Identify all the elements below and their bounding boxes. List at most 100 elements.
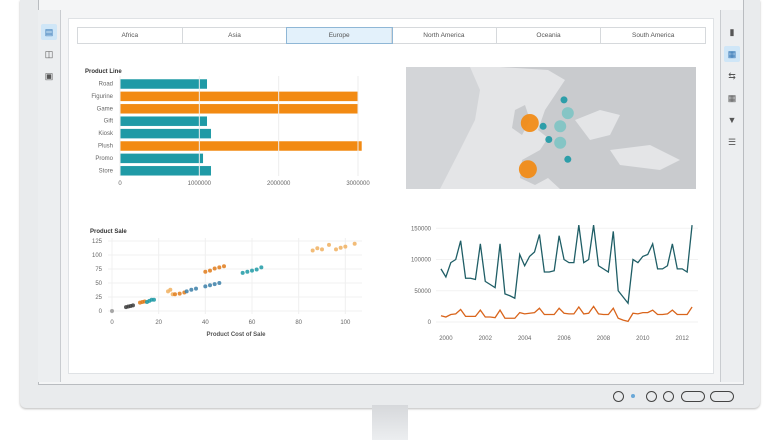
grid-icon[interactable]: ▦ [727,92,737,103]
scatter-y-tick-label: 100 [92,253,103,259]
filter-icon[interactable]: ▼ [727,115,737,125]
tab-south-america[interactable]: South America [632,32,675,39]
line-x-tick-label: 2012 [676,336,690,342]
share-icon[interactable]: ◫ [44,48,54,59]
scatter-y-tick-label: 75 [95,267,102,273]
scatter-point [203,284,208,289]
bar-store [119,165,212,177]
region-tab-bar: Africa Asia Europe North America Oceania… [77,27,706,44]
bar-category-label: Promo [95,156,113,162]
scatter-x-tick-label: 80 [295,320,302,326]
select-button[interactable] [663,391,674,402]
scatter-point [245,269,250,274]
scatter-point [343,244,348,249]
line-y-tick-label: 150000 [411,226,432,232]
scatter-point [152,297,156,302]
scatter-point [338,245,343,250]
bar-category-label: Figurine [91,94,113,100]
scatter-point [217,281,222,285]
scatter-y-tick-label: 0 [99,309,103,315]
scatter-y-tick-label: 125 [92,239,103,245]
bar-gift [119,115,208,127]
tab-north-america[interactable]: North America [392,28,497,43]
report-icon[interactable]: ▣ [44,70,54,81]
map-bubble [554,120,567,133]
monitor-stand [372,405,408,440]
bar-figurine [119,91,359,102]
rank-icon[interactable]: ☰ [727,136,737,147]
bar-category-label: Road [99,82,113,88]
map-water [610,145,680,170]
map-bubble [518,160,537,179]
line-y-tick-label: 100000 [411,258,432,264]
scatter-point [212,282,217,287]
bar-x-tick-label: 3000000 [346,181,370,187]
scatter-point [315,246,320,251]
scatter-point [217,265,222,270]
bar-category-label: Gift [104,119,114,125]
map-bubble [554,136,567,149]
scatter-point [168,287,173,292]
line-x-tick-label: 2008 [597,336,611,342]
power-led [631,394,635,398]
scatter-point [131,303,135,308]
line-series-2 [440,305,693,323]
data-icon[interactable]: ▤ [41,24,57,40]
scatter-x-tick-label: 0 [110,320,114,326]
line-series-1 [440,225,693,305]
line-x-tick-label: 2006 [557,336,571,342]
scatter-point [212,266,217,271]
scatter-x-tick-label: 40 [202,320,209,326]
bar-promo [119,153,204,164]
tab-africa[interactable]: Africa [78,28,183,43]
scatter-x-tick-label: 60 [249,320,256,326]
bar-category-label: Kiosk [98,131,114,137]
map-bubble [561,107,574,120]
power-button[interactable] [613,391,624,402]
geo-map[interactable] [406,67,696,189]
left-sidebar: ▤ ◫ ▣ [38,10,61,382]
map-bubble [564,155,572,163]
bar-x-tick-label: 1000000 [188,181,212,187]
scatter-point [222,264,226,269]
bar-road [119,78,208,90]
scatter-point [203,269,208,274]
scatter-point [184,289,189,294]
line-y-tick-label: 50000 [414,289,431,295]
scatter-point [259,265,264,270]
scatter-point [352,241,357,246]
scatter-point [110,309,114,313]
line-y-tick-label: 0 [428,320,432,326]
menu-button[interactable] [646,391,657,402]
bar-plush [119,140,363,152]
scatter-point [327,242,331,247]
line-x-tick-label: 2002 [479,336,493,342]
scatter-point [208,268,212,273]
map-bubble [560,96,568,104]
map-bubble [545,136,553,143]
bar-kiosk [119,128,212,139]
scatter-point [334,247,338,252]
bar-x-tick-label: 0 [118,181,122,187]
scatter-point [250,268,254,273]
down-button[interactable] [681,391,705,402]
document-icon[interactable]: ▮ [729,26,735,37]
line-x-tick-label: 2004 [518,336,532,342]
tab-europe[interactable]: Europe [286,27,394,44]
roles-icon[interactable]: ▦ [724,46,740,62]
bar-category-label: Plush [98,144,113,150]
scatter-x-axis-label: Product Cost of Sale [206,332,266,338]
scatter-point [254,267,259,272]
properties-icon[interactable]: ⇆ [728,70,736,81]
tab-oceania[interactable]: Oceania [497,28,602,43]
up-button[interactable] [710,391,734,402]
right-sidebar: ▮ ▦ ⇆ ▦ ▼ ☰ [720,10,743,382]
scatter-point [173,292,177,297]
tab-asia[interactable]: Asia [183,28,288,43]
bar-chart-title: Product Line [85,69,122,75]
scatter-y-tick-label: 50 [95,281,102,287]
scatter-point [194,286,198,291]
scatter-point [310,248,315,253]
map-water [575,110,620,140]
